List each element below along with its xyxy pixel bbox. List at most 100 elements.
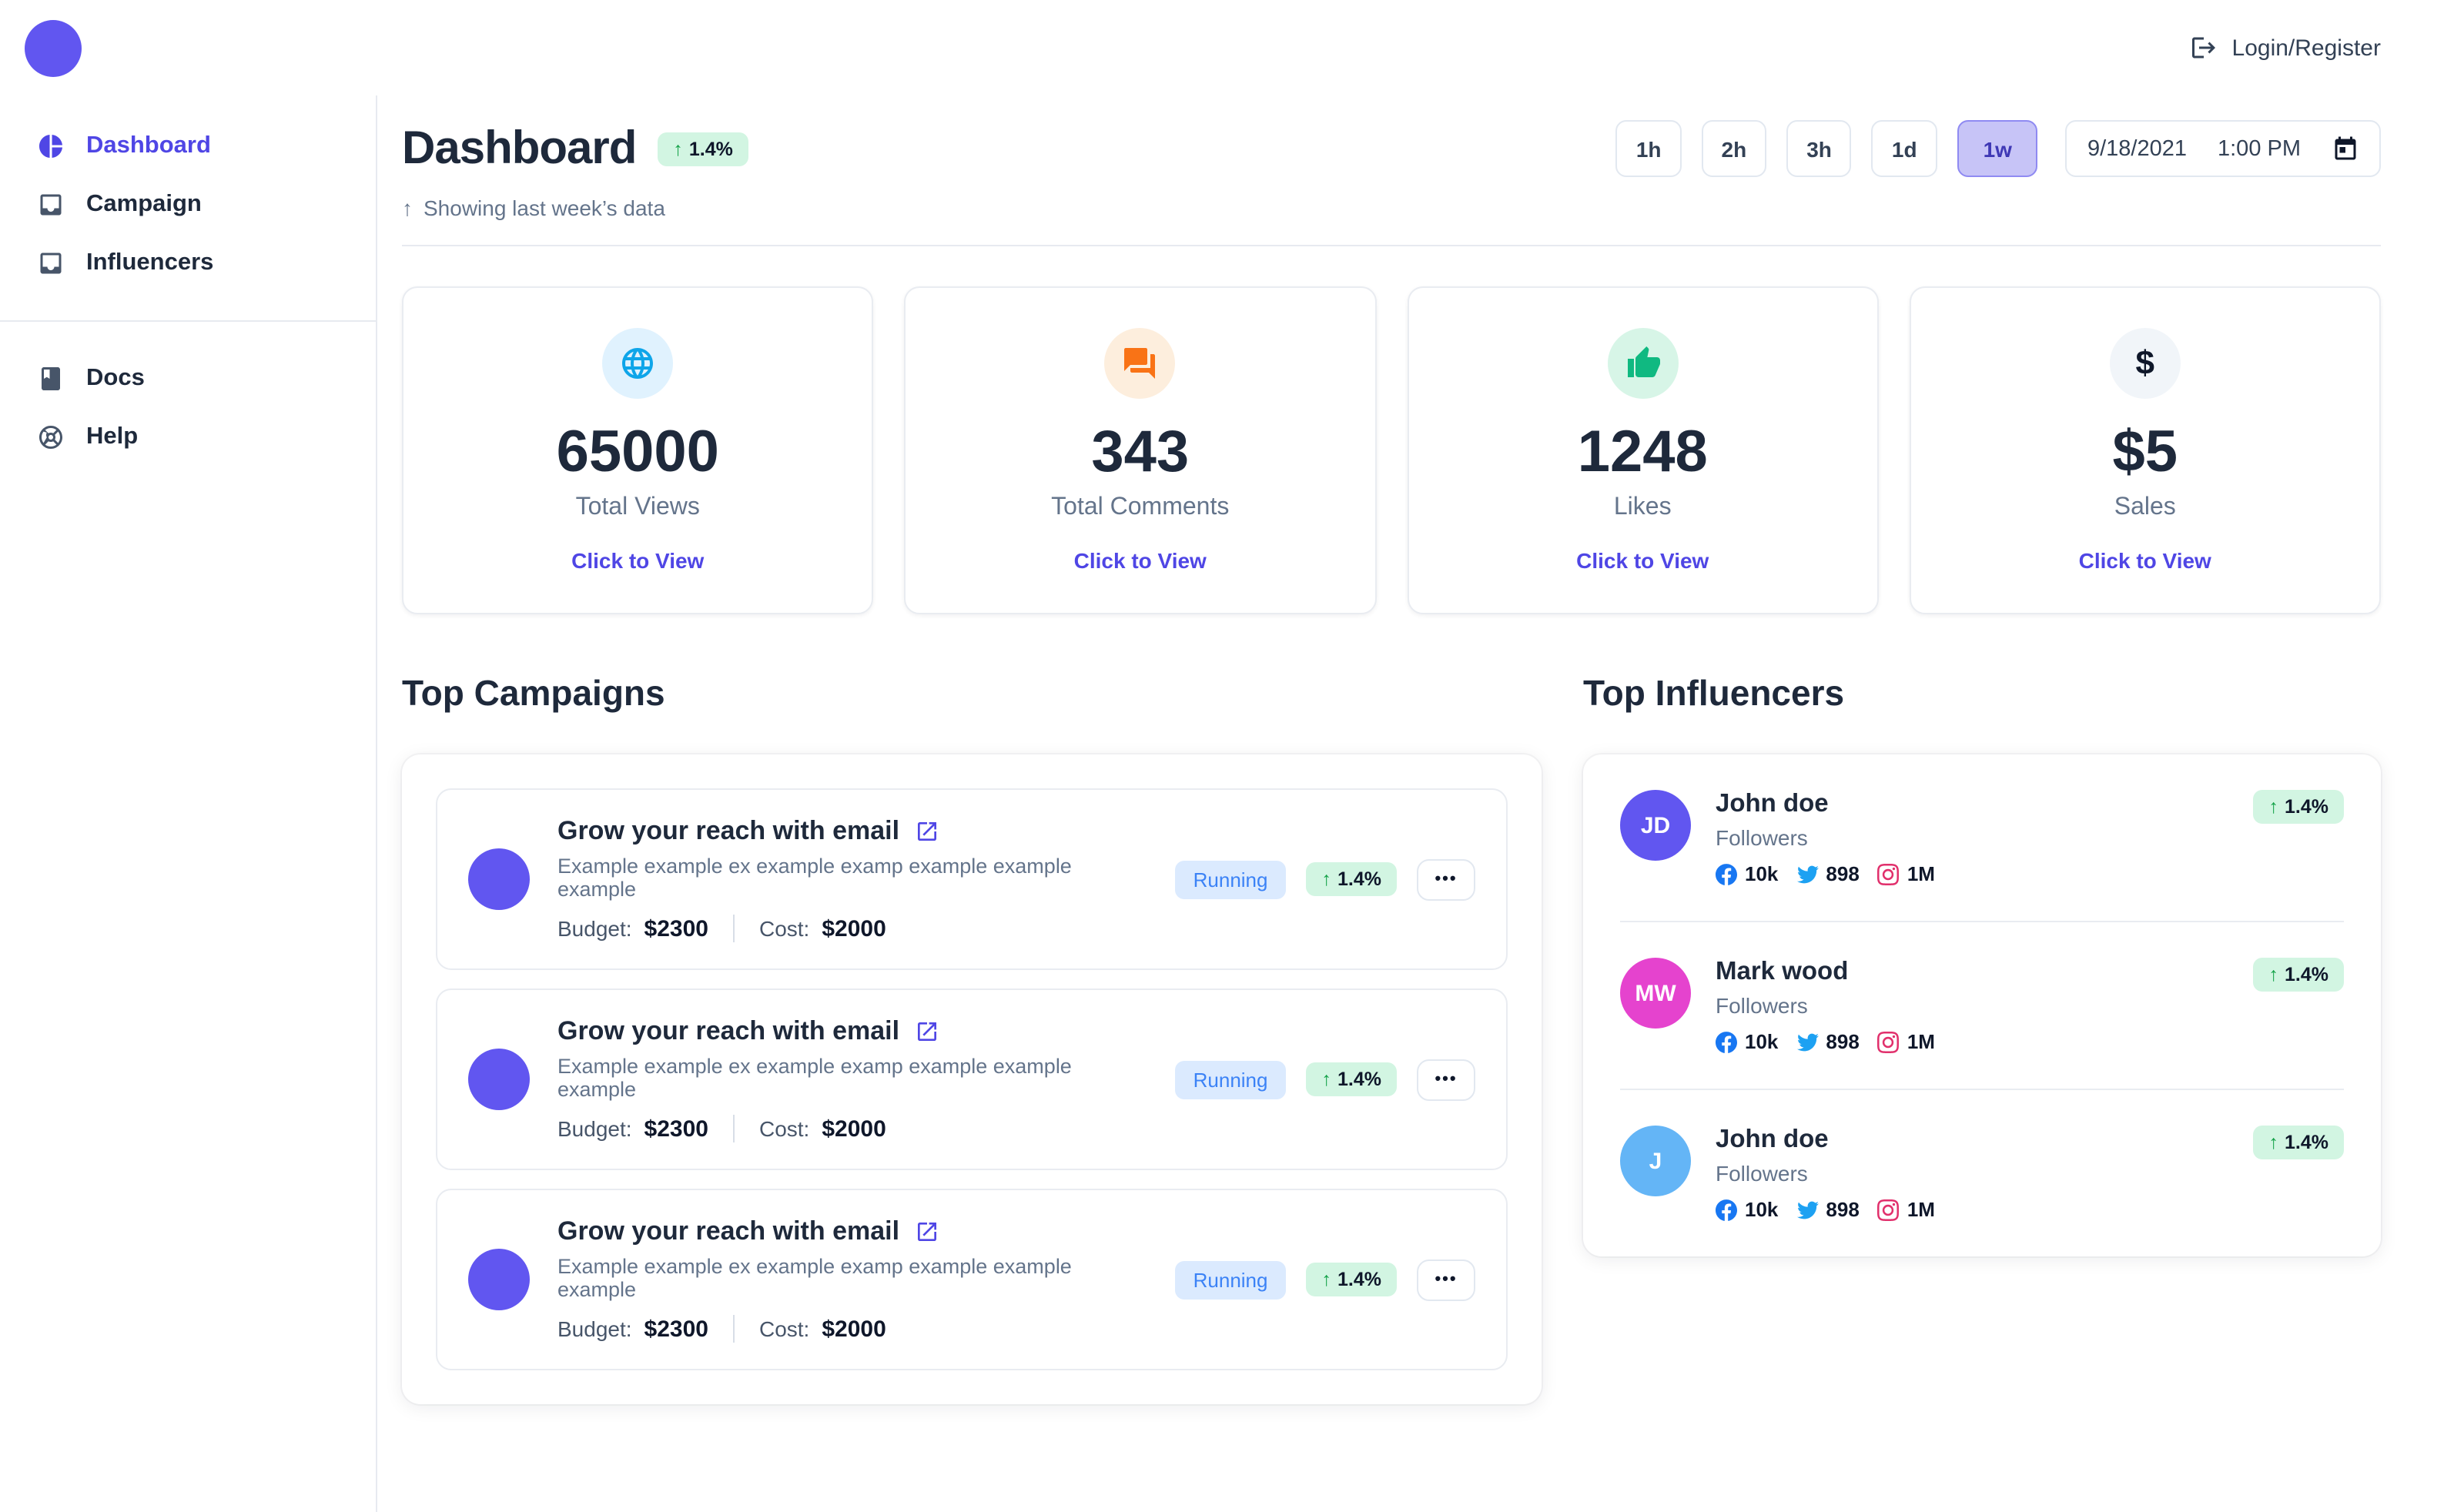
avatar-initials: J [1649,1148,1662,1174]
help-icon [37,423,65,451]
instagram-icon [1877,863,1900,885]
filter-2h-button[interactable]: 2h [1701,120,1767,177]
budget-label: Budget: [557,916,632,941]
click-to-view-link[interactable]: Click to View [1073,548,1207,573]
twitter-count: 898 [1826,1030,1860,1053]
filter-3h-button[interactable]: 3h [1786,120,1852,177]
sidebar-item-label: Campaign [86,191,202,217]
instagram-stat: 1M [1877,862,1935,885]
influencer-row: JD John doe Followers 10k [1620,754,2344,921]
click-to-view-link[interactable]: Click to View [2078,548,2211,573]
change-badge: ↑ 1.4% [2253,958,2344,992]
click-to-view-link[interactable]: Click to View [571,548,705,573]
cost-value: $2000 [822,915,886,942]
twitter-count: 898 [1826,1198,1860,1221]
ellipsis-icon: ••• [1435,1270,1458,1289]
campaign-title: Grow your reach with email [557,1216,900,1246]
stat-value: 65000 [556,420,719,485]
change-value: 1.4% [1337,1269,1381,1290]
topbar: Login/Register [0,0,2464,95]
filter-1h-button[interactable]: 1h [1615,120,1682,177]
sidebar-item-docs[interactable]: Docs [0,350,376,408]
social-stats: 10k 898 1M [1716,1030,1935,1053]
sidebar-item-campaign[interactable]: Campaign [0,176,376,234]
status-badge: Running [1174,1060,1287,1099]
up-arrow-icon: ↑ [1321,1269,1332,1290]
twitter-stat: 898 [1796,1198,1860,1221]
stat-label: Likes [1613,494,1672,520]
inbox-icon [37,191,65,219]
instagram-count: 1M [1907,1030,1935,1053]
influencer-name: John doe [1716,1126,1829,1153]
up-arrow-icon: ↑ [1321,868,1332,890]
change-badge: ↑ 1.4% [2253,790,2344,824]
status-badge: Running [1174,1260,1287,1299]
influencer-subtitle: Followers [1716,993,1808,1018]
inbox-icon [37,249,65,277]
avatar: MW [1620,958,1691,1029]
filter-1w-button[interactable]: 1w [1957,120,2038,177]
sidebar-divider [0,320,376,322]
login-register-link[interactable]: Login/Register [2191,34,2381,62]
change-value: 1.4% [2285,964,2328,985]
comments-icon [1104,328,1176,399]
change-value: 1.4% [688,138,733,159]
date-picker[interactable]: 9/18/2021 1:00 PM [2065,120,2381,177]
ellipsis-icon: ••• [1435,870,1458,888]
more-options-button[interactable]: ••• [1417,858,1475,900]
up-arrow-icon: ↑ [2268,1132,2279,1153]
up-arrow-icon: ↑ [402,196,413,220]
meta-divider [732,1115,735,1142]
change-badge: ↑ 1.4% [1306,1062,1397,1096]
sidebar-item-influencers[interactable]: Influencers [0,234,376,293]
avatar: JD [1620,790,1691,861]
campaign-title: Grow your reach with email [557,816,900,845]
twitter-count: 898 [1826,862,1860,885]
external-link-icon[interactable] [915,1019,939,1044]
subtitle: ↑ Showing last week’s data [402,196,2381,220]
facebook-count: 10k [1745,1198,1779,1221]
stat-label: Total Views [575,494,700,520]
dollar-glyph: $ [2135,343,2155,382]
up-arrow-icon: ↑ [1321,1069,1332,1090]
logout-icon [2191,34,2218,62]
up-arrow-icon: ↑ [673,138,683,159]
stat-cards: 65000 Total Views Click to View 343 Tota… [402,286,2381,614]
external-link-icon[interactable] [915,1219,939,1244]
globe-icon [602,328,674,399]
influencers-panel: JD John doe Followers 10k [1583,754,2381,1256]
sidebar-item-help[interactable]: Help [0,408,376,467]
stat-value: 1248 [1577,420,1708,485]
facebook-stat: 10k [1716,862,1778,885]
calendar-icon[interactable] [2332,135,2359,162]
ellipsis-icon: ••• [1435,1070,1458,1089]
click-to-view-link[interactable]: Click to View [1576,548,1709,573]
filter-1d-button[interactable]: 1d [1871,120,1937,177]
instagram-icon [1877,1199,1900,1220]
facebook-count: 10k [1745,1030,1779,1053]
change-badge: ↑ 1.4% [1306,1263,1397,1296]
twitter-icon [1796,865,1819,883]
more-options-button[interactable]: ••• [1417,1259,1475,1300]
sidebar-item-label: Dashboard [86,132,211,159]
more-options-button[interactable]: ••• [1417,1059,1475,1100]
influencer-row: J John doe Followers 10k [1620,1089,2344,1256]
social-stats: 10k 898 1M [1716,1198,1935,1221]
instagram-stat: 1M [1877,1198,1935,1221]
budget-value: $2300 [644,1316,708,1342]
external-link-icon[interactable] [915,819,939,844]
instagram-count: 1M [1907,1198,1935,1221]
sidebar-item-label: Docs [86,365,145,391]
app-logo[interactable] [25,19,82,76]
campaign-description: Example example ex example examp example… [557,1055,1072,1101]
avatar-initials: MW [1635,980,1676,1006]
header-divider [402,245,2381,246]
twitter-icon [1796,1200,1819,1219]
stat-card-sales: $ $5 Sales Click to View [1909,286,2381,614]
campaign-card: Grow your reach with email Example examp… [436,988,1508,1170]
stat-card-likes: 1248 Likes Click to View [1407,286,1879,614]
change-badge: ↑ 1.4% [1306,862,1397,896]
subtitle-text: Showing last week’s data [424,196,665,220]
sidebar-item-dashboard[interactable]: Dashboard [0,117,376,176]
